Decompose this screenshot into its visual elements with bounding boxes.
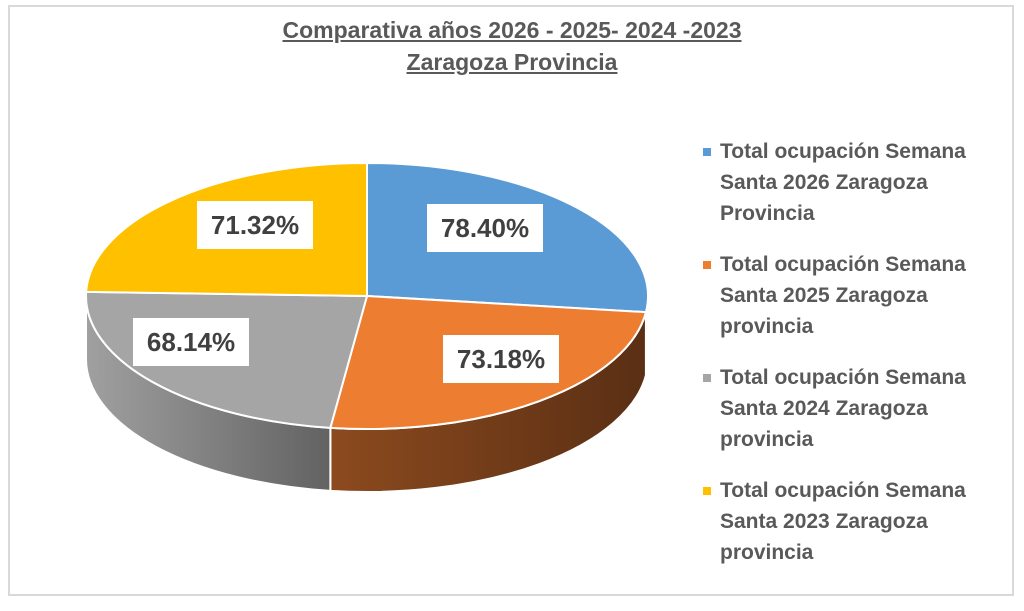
legend-label-line: Total ocupación Semana [720, 140, 966, 163]
legend-item-2023[interactable]: Total ocupación Semana Santa 2023 Zarago… [700, 475, 1000, 568]
legend-label-line: Santa 2024 Zaragoza [720, 397, 928, 420]
data-label-2025: 73.18% [443, 335, 559, 383]
legend-label-line: Total ocupación Semana [720, 253, 966, 276]
chart-title: Comparativa años 2026 - 2025- 2024 -2023… [0, 14, 1024, 78]
legend-label-line: provincia [720, 541, 814, 564]
legend-label-line: Santa 2025 Zaragoza [720, 284, 928, 307]
legend-label-line: provincia [720, 428, 814, 451]
legend-marker-2023 [703, 487, 711, 495]
legend-label-line: Provincia [720, 202, 815, 225]
legend: Total ocupación Semana Santa 2026 Zarago… [700, 136, 1000, 588]
legend-label-line: Santa 2023 Zaragoza [720, 510, 928, 533]
legend-label-line: Santa 2026 Zaragoza [720, 171, 928, 194]
chart-title-line2: Zaragoza Provincia [406, 49, 618, 75]
chart-title-line1: Comparativa años 2026 - 2025- 2024 -2023 [282, 17, 742, 43]
data-label-2026: 78.40% [427, 204, 543, 252]
legend-marker-2025 [703, 261, 711, 269]
legend-marker-2026 [703, 148, 711, 156]
legend-label-line: provincia [720, 315, 814, 338]
data-label-2023: 71.32% [197, 201, 313, 249]
legend-item-2026[interactable]: Total ocupación Semana Santa 2026 Zarago… [700, 136, 1000, 229]
data-label-2024: 68.14% [133, 318, 249, 366]
legend-item-2025[interactable]: Total ocupación Semana Santa 2025 Zarago… [700, 249, 1000, 342]
legend-item-2024[interactable]: Total ocupación Semana Santa 2024 Zarago… [700, 362, 1000, 455]
legend-label-line: Total ocupación Semana [720, 366, 966, 389]
legend-marker-2024 [703, 374, 711, 382]
legend-label-line: Total ocupación Semana [720, 479, 966, 502]
